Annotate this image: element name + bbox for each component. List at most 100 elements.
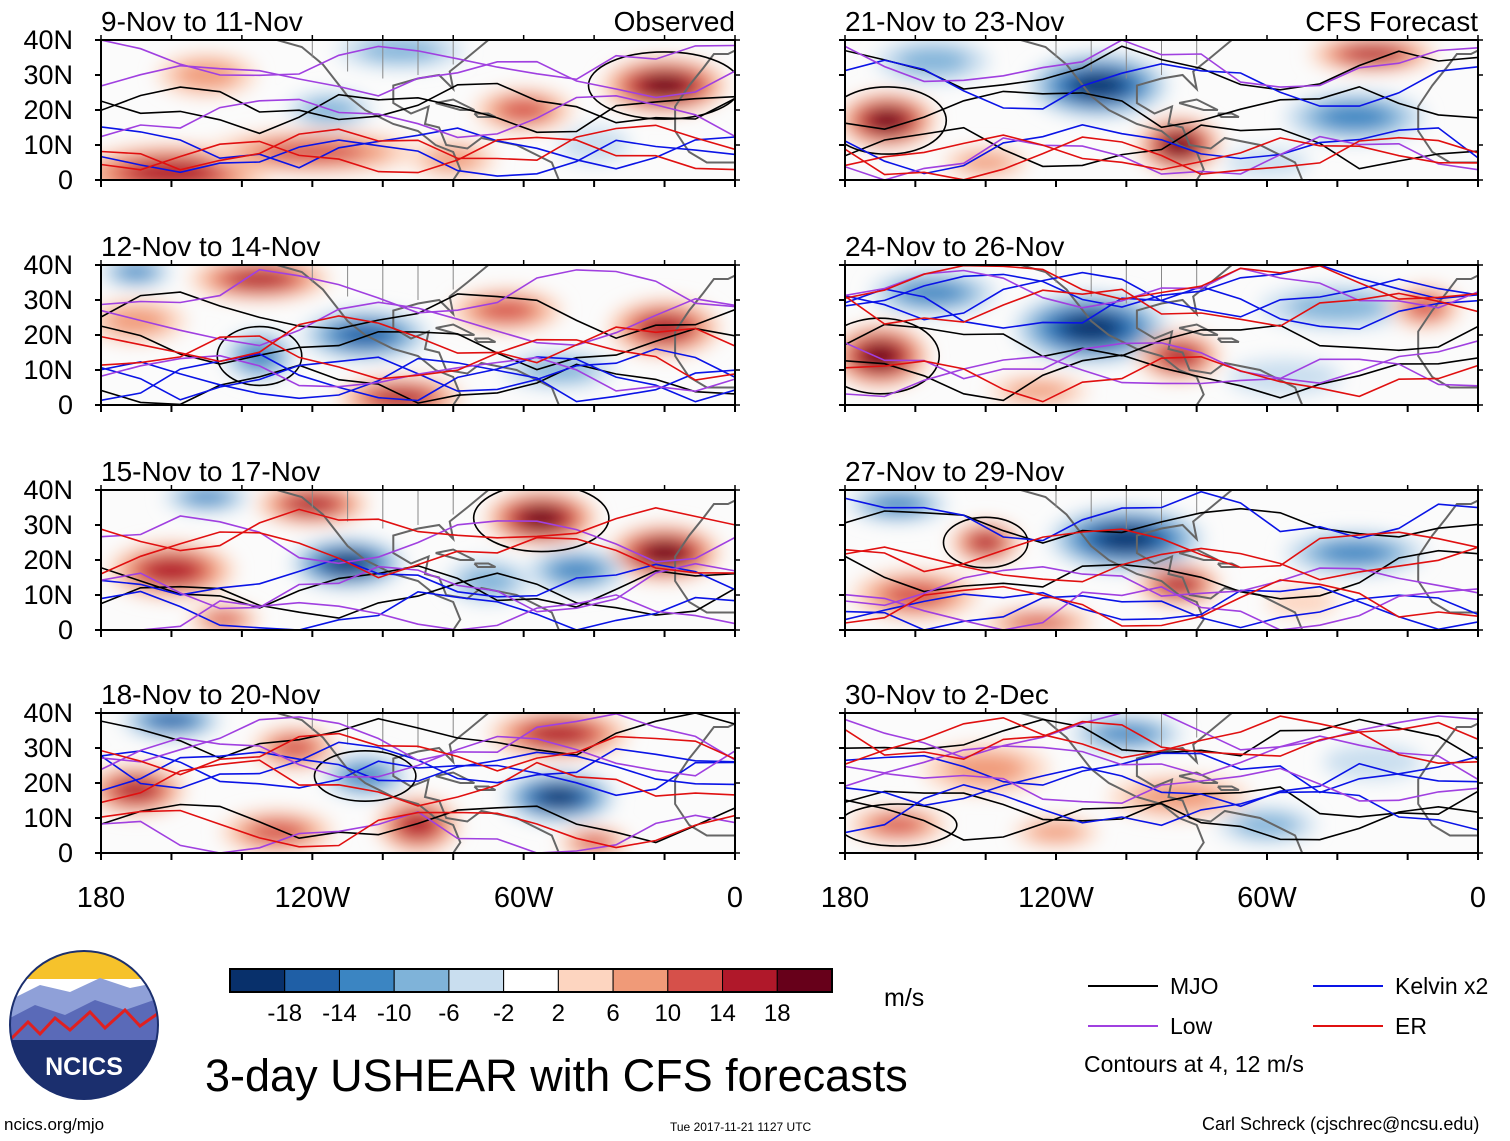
colorbar-swatch bbox=[776, 968, 833, 993]
colorbar-tick-label: 6 bbox=[606, 1000, 619, 1027]
wave-contour bbox=[845, 565, 1478, 607]
wave-contour bbox=[845, 713, 1478, 759]
shear-anomaly-mark bbox=[144, 558, 199, 583]
website-link[interactable]: ncics.org/mjo bbox=[4, 1115, 105, 1134]
wave-contour bbox=[845, 586, 1478, 630]
wave-contour bbox=[845, 323, 1478, 358]
wave-contour bbox=[101, 93, 735, 135]
wave-contour bbox=[845, 355, 1478, 403]
shear-anomaly-mark bbox=[896, 47, 970, 75]
wave-contour bbox=[845, 799, 1478, 841]
coastline bbox=[473, 785, 496, 791]
wave-contour bbox=[845, 288, 1478, 328]
wave-contour bbox=[101, 735, 735, 778]
shear-anomaly-mark bbox=[248, 821, 306, 843]
coastline bbox=[435, 98, 475, 111]
wave-contour bbox=[845, 546, 1478, 583]
map-panel: 40N 30N 20N 10N 0 12-Nov to 14-Nov bbox=[23, 231, 740, 420]
chart-title: 3-day USHEAR with CFS forecasts bbox=[205, 1050, 908, 1101]
wave-contour bbox=[101, 564, 735, 609]
coastline bbox=[1217, 337, 1240, 343]
wave-contour bbox=[845, 123, 1478, 175]
colorbar-swatch bbox=[612, 968, 669, 993]
coastline bbox=[392, 40, 560, 180]
coastline bbox=[1417, 274, 1478, 389]
colorbar-swatch bbox=[284, 968, 340, 993]
wave-contour bbox=[101, 40, 735, 81]
colorbar-tick-label: 14 bbox=[709, 1000, 736, 1027]
x-axes-group: 180 120W 60W 0 180 120W 60W 0 bbox=[77, 882, 1486, 914]
coastline bbox=[1417, 49, 1478, 164]
wave-contour bbox=[845, 803, 958, 847]
wave-contour bbox=[101, 572, 735, 619]
shear-anomaly-mark bbox=[273, 737, 316, 759]
wave-contour bbox=[587, 51, 735, 120]
panel-title: 18-Nov to 20-Nov bbox=[101, 679, 320, 710]
wave-contour bbox=[101, 751, 735, 792]
coastline bbox=[674, 499, 735, 614]
wave-contour bbox=[101, 126, 735, 170]
colorbar-tick-label: -18 bbox=[267, 1000, 302, 1027]
colorbar-tick-label: 18 bbox=[764, 1000, 791, 1027]
panel-title: 27-Nov to 29-Nov bbox=[845, 456, 1064, 487]
wave-contour bbox=[845, 783, 1478, 834]
colorbar-swatch bbox=[667, 968, 724, 993]
shear-anomaly-mark bbox=[641, 75, 689, 96]
wave-contour bbox=[845, 786, 1478, 822]
y-tick-label: 20N bbox=[23, 545, 73, 575]
shear-anomaly-mark bbox=[520, 507, 563, 529]
colorbar-tick-label: -2 bbox=[493, 1000, 514, 1027]
wave-contour bbox=[101, 315, 735, 364]
panel-title: 12-Nov to 14-Nov bbox=[101, 231, 320, 262]
panel-title: 9-Nov to 11-Nov bbox=[101, 6, 303, 37]
wave-contour bbox=[101, 60, 735, 99]
colorbar-tick-label: -14 bbox=[322, 1000, 357, 1027]
panel-title: 24-Nov to 26-Nov bbox=[845, 231, 1064, 262]
shear-anomaly-mark bbox=[970, 533, 1001, 552]
author-credit: Carl Schreck (cjschrec@ncsu.edu) bbox=[1202, 1114, 1480, 1134]
y-tick-label: 20N bbox=[23, 768, 73, 798]
shear-anomaly-mark bbox=[425, 147, 481, 171]
legend-label: Kelvin x2 bbox=[1395, 973, 1488, 999]
wave-contour bbox=[101, 515, 735, 565]
coastline bbox=[276, 265, 462, 405]
x-tick-label: 60W bbox=[494, 882, 554, 914]
x-tick-label: 120W bbox=[1018, 882, 1094, 914]
coastline bbox=[1135, 265, 1304, 405]
y-tick-label: 30N bbox=[23, 733, 73, 763]
colorbar-tick-label: -6 bbox=[438, 1000, 459, 1027]
shear-anomaly-mark bbox=[1006, 381, 1071, 401]
wave-contour bbox=[101, 82, 735, 124]
colorbar-swatch bbox=[393, 968, 450, 993]
wave-contour bbox=[845, 40, 1478, 88]
coastline bbox=[1178, 98, 1219, 111]
map-panel: 40N 30N 20N 10N 0 15-Nov to 17-Nov bbox=[23, 456, 740, 645]
panel-title: 15-Nov to 17-Nov bbox=[101, 456, 320, 487]
wave-contour bbox=[845, 762, 1478, 808]
y-tick-label: 30N bbox=[23, 60, 73, 90]
wave-contour bbox=[845, 136, 1478, 180]
shear-anomaly-mark bbox=[1319, 104, 1391, 130]
wave-contour bbox=[845, 355, 1478, 398]
shear-anomaly-mark bbox=[944, 753, 1027, 785]
wave-contour bbox=[845, 86, 948, 155]
colorbar-swatch bbox=[722, 968, 778, 993]
map-panel: 24-Nov to 26-Nov bbox=[839, 231, 1483, 412]
shear-anomaly-mark bbox=[1062, 315, 1120, 341]
coastline bbox=[1135, 713, 1304, 853]
wave-contour bbox=[845, 135, 1478, 180]
coastline bbox=[435, 323, 475, 336]
coastline bbox=[1020, 40, 1205, 180]
wave-contour bbox=[845, 134, 1478, 171]
shear-anomaly-mark bbox=[206, 612, 242, 627]
shear-anomaly-mark bbox=[118, 265, 154, 279]
shear-anomaly-mark bbox=[1161, 345, 1197, 367]
map-panel: 40N 30N 20N 10N 0 9-Nov to 11-Nov Observed bbox=[23, 6, 740, 195]
wave-contour bbox=[101, 590, 735, 630]
panel-title: 21-Nov to 23-Nov bbox=[845, 6, 1064, 37]
wave-contour bbox=[845, 579, 1478, 627]
y-tick-label: 40N bbox=[23, 698, 73, 728]
coastline bbox=[674, 49, 735, 164]
y-tick-label: 40N bbox=[23, 25, 73, 55]
